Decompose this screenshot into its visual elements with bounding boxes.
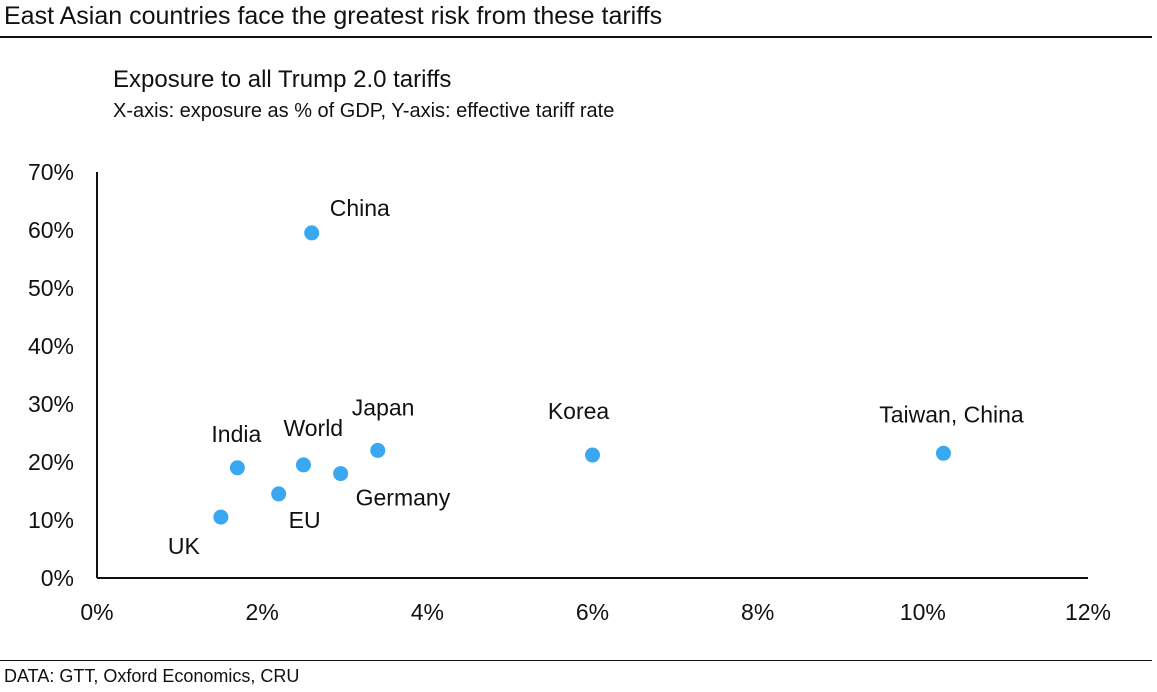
point-label: UK xyxy=(168,533,201,559)
data-point xyxy=(295,457,311,473)
point-label: EU xyxy=(289,507,321,533)
y-tick-label: 70% xyxy=(28,159,74,185)
y-tick-label: 20% xyxy=(28,449,74,475)
data-point xyxy=(333,466,349,482)
data-point xyxy=(370,442,386,458)
data-point xyxy=(229,460,245,476)
point-label: China xyxy=(330,195,390,221)
point-label: Germany xyxy=(356,485,451,511)
data-point xyxy=(213,509,229,525)
chart-title: Exposure to all Trump 2.0 tariffs xyxy=(113,66,452,93)
y-tick-label: 50% xyxy=(28,275,74,301)
x-tick-label: 6% xyxy=(576,599,609,625)
y-tick-label: 10% xyxy=(28,507,74,533)
data-point xyxy=(935,445,951,461)
y-tick-label: 30% xyxy=(28,391,74,417)
top-divider xyxy=(0,36,1152,38)
point-label: Japan xyxy=(352,394,415,420)
x-tick-label: 4% xyxy=(411,599,444,625)
x-tick-label: 8% xyxy=(741,599,774,625)
point-label: World xyxy=(283,415,343,441)
data-point xyxy=(271,486,287,502)
y-tick-label: 0% xyxy=(41,565,74,591)
x-tick-label: 2% xyxy=(246,599,279,625)
headline: East Asian countries face the greatest r… xyxy=(4,2,663,30)
x-tick-label: 12% xyxy=(1065,599,1111,625)
bottom-divider xyxy=(0,660,1152,661)
y-tick-label: 40% xyxy=(28,333,74,359)
y-tick-label: 60% xyxy=(28,217,74,243)
data-point xyxy=(585,447,600,463)
chart-subtitle: X-axis: exposure as % of GDP, Y-axis: ef… xyxy=(113,100,615,122)
x-tick-label: 0% xyxy=(80,599,113,625)
point-label: Korea xyxy=(548,398,610,424)
data-point xyxy=(304,225,320,241)
point-label: Taiwan, China xyxy=(879,401,1024,427)
point-label: India xyxy=(211,421,261,447)
x-tick-label: 10% xyxy=(900,599,946,625)
source-note: DATA: GTT, Oxford Economics, CRU xyxy=(4,666,300,686)
